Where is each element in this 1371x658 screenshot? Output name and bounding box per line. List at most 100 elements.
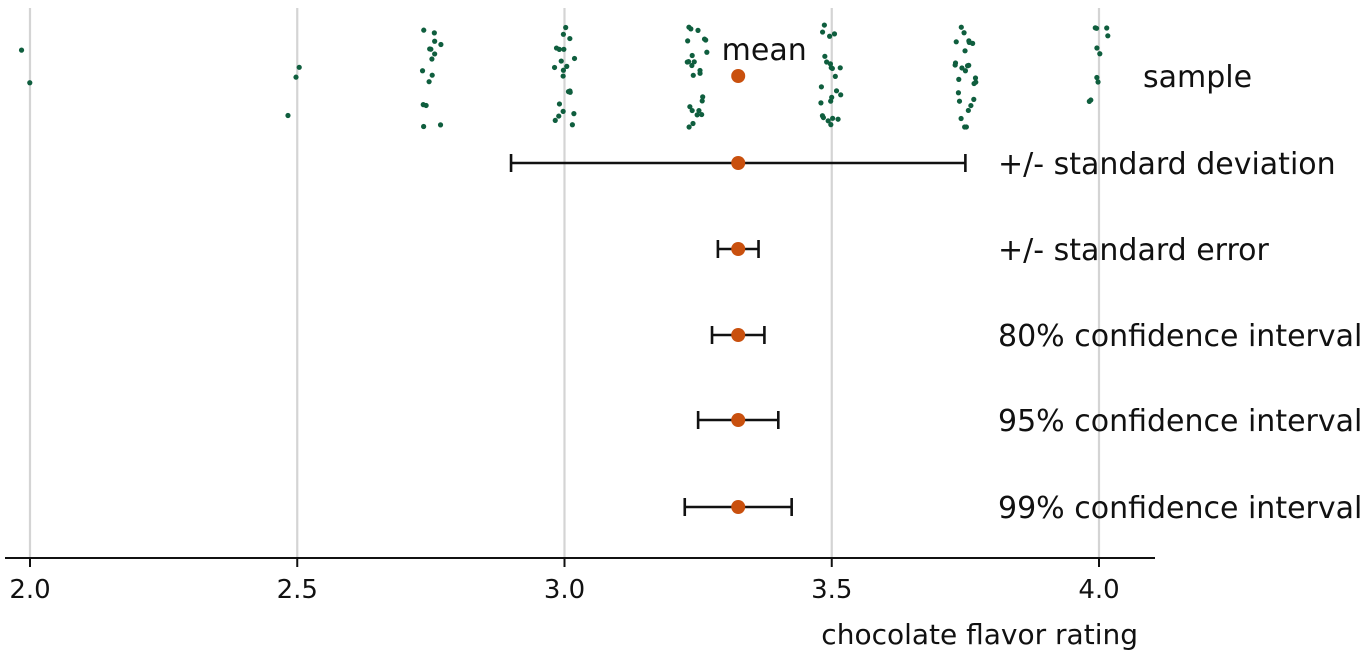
interval-mean-point [731, 500, 746, 514]
sample-point [827, 33, 833, 39]
sample-point [694, 112, 700, 118]
sample-point [971, 80, 977, 87]
x-tick-label: 2.5 [277, 575, 318, 605]
sample-point [1093, 25, 1100, 31]
sample-point [689, 107, 695, 114]
sample-point [556, 101, 563, 107]
sample-point [27, 80, 33, 86]
sample-point [556, 113, 562, 119]
row-labels: mean sample +/- standard deviation +/- st… [722, 33, 1363, 526]
sample-point [685, 38, 691, 44]
sample-point [700, 94, 706, 100]
sample-point [821, 22, 827, 28]
sample-point [686, 24, 692, 30]
sample-point [819, 29, 826, 35]
sample-point [689, 52, 695, 59]
sample-point [419, 68, 426, 74]
sample-point [1094, 74, 1100, 81]
sample-point [827, 61, 834, 67]
sample-point [420, 102, 426, 108]
sample-point [835, 116, 841, 122]
sample-point [952, 62, 958, 68]
sample-point [691, 59, 697, 65]
sample-point [704, 49, 710, 55]
sample-point [690, 72, 696, 78]
grid-lines [28, 8, 1101, 558]
sample-point [833, 88, 840, 94]
sample-point [685, 59, 692, 65]
interval-label: 95% confidence interval [998, 404, 1362, 439]
interval-label: 80% confidence interval [998, 319, 1362, 354]
sample-point [432, 38, 438, 44]
interval-label: +/- standard error [998, 233, 1270, 268]
sample-point [699, 98, 705, 104]
sample-point [563, 24, 569, 31]
sample-point [828, 122, 834, 128]
sample-point [560, 73, 566, 79]
sample-point [1105, 33, 1111, 39]
interval-mean-point [731, 242, 746, 256]
sample-point [958, 24, 964, 30]
sample-points [18, 22, 1111, 130]
sample-point [431, 30, 437, 36]
sample-point [18, 47, 25, 53]
sample-point [832, 73, 838, 79]
sample-point [971, 96, 977, 102]
x-axis: 2.0 2.5 3.0 3.5 4.0 [5, 557, 1155, 605]
sample-point [564, 63, 570, 69]
sample-point [818, 100, 824, 106]
sample-point [699, 111, 705, 118]
sample-point [968, 102, 974, 109]
sample-point [697, 70, 703, 76]
sample-point [829, 94, 835, 100]
sample-point [965, 107, 971, 114]
mean-points [731, 69, 746, 514]
interval-mean-point [731, 328, 746, 342]
sample-point [956, 98, 963, 104]
sample-point [953, 39, 959, 45]
mean-label: mean [722, 33, 807, 68]
sample-point [830, 115, 836, 121]
sample-point [687, 104, 693, 110]
sample-point [825, 118, 831, 124]
sample-point [296, 64, 302, 70]
sample-point [970, 40, 976, 46]
sample-point [1095, 79, 1101, 85]
sample-point [560, 31, 567, 37]
x-tick-label: 3.0 [544, 575, 585, 605]
x-tick-label: 4.0 [1078, 575, 1119, 605]
sample-point [838, 92, 844, 98]
sample-point [820, 114, 826, 121]
sample-point [437, 122, 444, 128]
interval-mean-point [731, 156, 746, 170]
sample-point [956, 76, 962, 82]
sample-mean-point [731, 69, 746, 83]
x-tick-label: 2.0 [9, 575, 50, 605]
sample-point [1088, 97, 1094, 103]
sample-point [695, 27, 701, 33]
sample-point [1094, 45, 1100, 51]
sample-point [569, 122, 575, 128]
sample-point [1104, 25, 1110, 31]
sample-point [552, 117, 558, 124]
sample-point [818, 84, 824, 90]
sample-point [567, 35, 573, 42]
sample-point [438, 41, 444, 48]
sample-point [421, 123, 427, 130]
sample-point [571, 111, 577, 117]
sample-point [837, 65, 843, 71]
sample-point [426, 79, 432, 85]
interval-label: +/- standard deviation [998, 147, 1336, 182]
sample-row-label: sample [1143, 60, 1252, 95]
sample-point [964, 63, 971, 69]
sample-point [689, 62, 695, 69]
sample-point [829, 65, 835, 72]
interval-mean-point [731, 413, 746, 427]
x-tick-label: 3.5 [811, 575, 852, 605]
sample-point [822, 53, 828, 59]
sample-point [831, 31, 838, 37]
sample-point [961, 30, 967, 36]
sample-point [421, 27, 427, 33]
sample-point [432, 51, 438, 57]
